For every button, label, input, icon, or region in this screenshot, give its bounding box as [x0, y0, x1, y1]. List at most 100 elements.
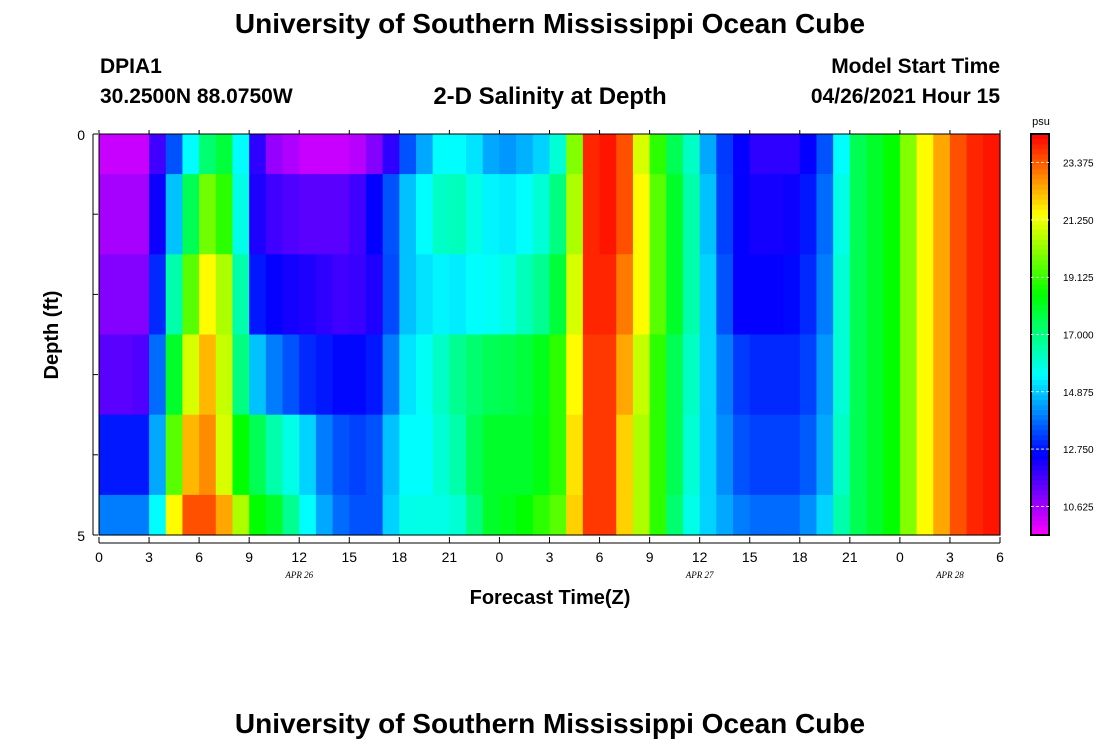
- colorbar-swatch: [1031, 339, 1049, 346]
- heatmap-cell: [416, 414, 434, 496]
- heatmap-cell: [632, 174, 651, 255]
- heatmap-cell: [532, 254, 551, 336]
- heatmap-cell: [883, 414, 901, 496]
- heatmap-cell: [716, 254, 734, 336]
- heatmap-cell: [165, 254, 184, 336]
- heatmap-cell: [733, 174, 751, 255]
- heatmap-cell: [399, 174, 417, 255]
- heatmap-cell: [849, 414, 868, 496]
- colorbar-swatch: [1031, 144, 1049, 150]
- colorbar-swatch: [1031, 219, 1049, 225]
- heatmap-cell: [949, 174, 968, 255]
- heatmap-cell: [499, 254, 517, 336]
- heatmap-cell: [449, 414, 467, 496]
- colorbar-swatch: [1031, 404, 1049, 411]
- heatmap-cell: [666, 254, 684, 336]
- heatmap-cell: [466, 134, 484, 175]
- heatmap-cell: [482, 134, 501, 175]
- heatmap-cell: [649, 334, 667, 416]
- heatmap-cell: [516, 174, 534, 255]
- colorbar-swatch: [1031, 509, 1049, 516]
- heatmap-cell: [365, 254, 384, 336]
- heatmap-cell: [883, 334, 901, 416]
- y-tick-label: 5: [77, 528, 85, 544]
- heatmap-cell: [749, 494, 768, 536]
- heatmap-cell: [716, 414, 734, 496]
- heatmap-cell: [733, 254, 751, 336]
- x-tick-label: 18: [392, 549, 408, 565]
- heatmap-cell: [549, 254, 567, 336]
- heatmap-cell: [165, 414, 184, 496]
- heatmap-cell: [215, 174, 234, 255]
- heatmap-cell: [699, 134, 717, 175]
- heatmap-cell: [265, 174, 284, 255]
- heatmap-cell: [649, 414, 667, 496]
- colorbar-swatch: [1031, 484, 1049, 491]
- heatmap-cell: [232, 254, 250, 336]
- heatmap-cell: [666, 174, 684, 255]
- heatmap-cell: [599, 254, 617, 336]
- colorbar-swatch: [1031, 209, 1049, 215]
- heatmap-cell: [783, 494, 801, 536]
- y-axis: 05: [77, 127, 98, 544]
- heatmap-cell: [482, 174, 501, 255]
- heatmap-cell: [666, 414, 684, 496]
- heatmap-cell: [199, 174, 217, 255]
- heatmap-cell: [365, 134, 384, 175]
- heatmap-cell: [682, 134, 701, 175]
- heatmap-cell: [899, 254, 918, 336]
- colorbar-swatch: [1031, 349, 1049, 356]
- heatmap-cell: [733, 334, 751, 416]
- x-tick-label: 3: [145, 549, 153, 565]
- heatmap-cell: [265, 494, 284, 536]
- colorbar-swatch: [1031, 334, 1049, 341]
- heatmap-cell: [816, 494, 834, 536]
- model-start-label: Model Start Time: [831, 55, 1000, 78]
- colorbar-swatch: [1031, 419, 1049, 426]
- colorbar-swatch: [1031, 199, 1049, 205]
- heatmap-cell: [549, 134, 567, 175]
- heatmap-cell: [833, 414, 851, 496]
- heatmap-cell: [132, 494, 150, 536]
- heatmap-cell: [582, 334, 601, 416]
- heatmap-cell: [532, 174, 551, 255]
- heatmap-cell: [449, 494, 467, 536]
- heatmap-cell: [899, 134, 918, 175]
- colorbar-swatch: [1031, 409, 1049, 416]
- heatmap-cell: [616, 174, 634, 255]
- heatmap-cell: [699, 334, 717, 416]
- heatmap-cell: [99, 494, 117, 536]
- heatmap-cell: [132, 414, 150, 496]
- heatmap-cell: [849, 494, 868, 536]
- colorbar-swatch: [1031, 524, 1049, 531]
- heatmap-cell: [899, 414, 918, 496]
- heatmap-cell: [165, 494, 184, 536]
- heatmap-cell: [449, 334, 467, 416]
- heatmap-cell: [466, 334, 484, 416]
- heatmap-cell: [466, 414, 484, 496]
- heatmap-cell: [249, 174, 267, 255]
- colorbar-swatch: [1031, 444, 1049, 451]
- heatmap-cell: [966, 134, 984, 175]
- colorbar-swatch: [1031, 304, 1049, 310]
- colorbar-swatch: [1031, 204, 1049, 210]
- heatmap-cell: [799, 334, 818, 416]
- heatmap-cell: [833, 334, 851, 416]
- y-axis-label: Depth (ft): [41, 291, 63, 380]
- heatmap-cell: [516, 134, 534, 175]
- colorbar-swatch: [1031, 184, 1049, 190]
- heatmap-cell: [716, 174, 734, 255]
- colorbar-swatch: [1031, 249, 1049, 255]
- heatmap-cell: [299, 174, 317, 255]
- colorbar-swatch: [1031, 344, 1049, 351]
- colorbar-swatch: [1031, 354, 1049, 361]
- heatmap-cell: [432, 174, 450, 255]
- colorbar-swatch: [1031, 479, 1049, 486]
- heatmap-cell: [566, 254, 584, 336]
- heatmap-cell: [599, 494, 617, 536]
- heatmap-cell: [416, 334, 434, 416]
- heatmap-cell: [549, 494, 567, 536]
- heatmap-cell: [866, 334, 884, 416]
- heatmap-cell: [432, 134, 450, 175]
- heatmap-cell: [983, 134, 1001, 175]
